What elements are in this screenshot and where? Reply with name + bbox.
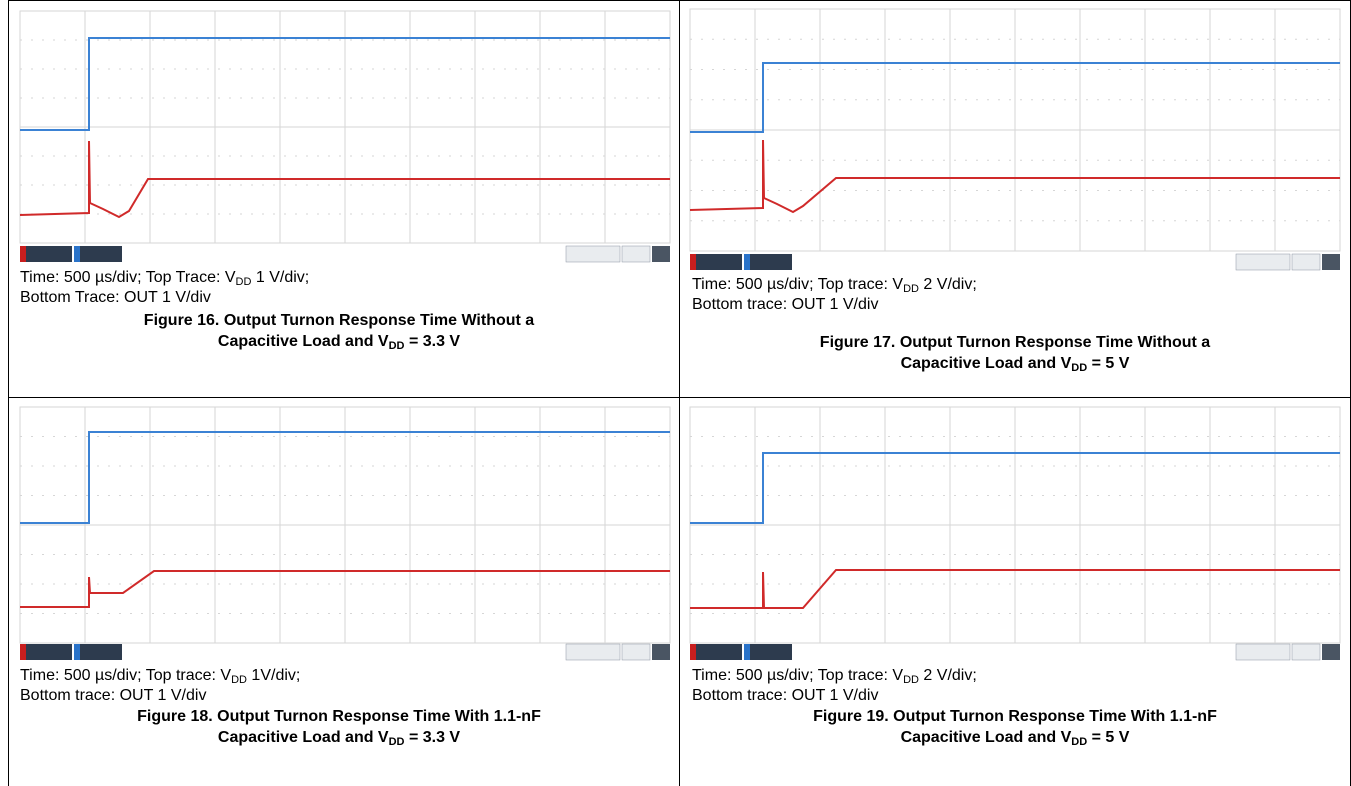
oscilloscope-capture xyxy=(688,405,1342,665)
trigger-readout xyxy=(621,643,651,661)
panel-figure-19: Time: 500 µs/div; Top trace: VDD 2 V/div… xyxy=(680,398,1350,786)
bottom-trace-out xyxy=(20,570,670,608)
channel-2-marker xyxy=(744,254,750,270)
timebase-readout xyxy=(1235,643,1291,661)
panel-figure-17: Time: 500 µs/div; Top trace: VDD 2 V/div… xyxy=(680,1,1350,397)
channel-1-readout xyxy=(26,246,72,262)
border-left xyxy=(8,0,9,786)
caption-line-1: Time: 500 µs/div; Top trace: VDD 2 V/div… xyxy=(692,667,977,686)
panel-figure-18: Time: 500 µs/div; Top trace: VDD 1V/div;… xyxy=(9,398,679,786)
figure-title: Figure 18. Output Turnon Response Time W… xyxy=(137,708,541,748)
channel-2-readout xyxy=(80,246,122,262)
channel-2-marker xyxy=(74,644,80,660)
figure-title: Figure 19. Output Turnon Response Time W… xyxy=(813,708,1217,748)
acquisition-readout xyxy=(652,246,670,262)
channel-1-marker xyxy=(690,644,696,660)
caption-line-2: Bottom Trace: OUT 1 V/div xyxy=(20,289,211,306)
figure-title: Figure 17. Output Turnon Response Time W… xyxy=(819,334,1211,374)
bottom-trace-out xyxy=(689,139,1340,214)
timebase-readout xyxy=(1235,253,1291,271)
trigger-readout xyxy=(1291,253,1321,271)
top-trace-vdd xyxy=(20,431,670,524)
channel-2-readout xyxy=(750,254,792,270)
channel-1-marker xyxy=(690,254,696,270)
oscilloscope-capture xyxy=(18,405,672,665)
border-row-divider xyxy=(8,397,1351,398)
figure-title: Figure 16. Output Turnon Response Time W… xyxy=(143,312,535,352)
acquisition-readout xyxy=(1322,644,1340,660)
channel-1-readout xyxy=(26,644,72,660)
channel-1-readout xyxy=(696,254,742,270)
channel-1-marker xyxy=(20,644,26,660)
caption-line-2: Bottom trace: OUT 1 V/div xyxy=(692,687,879,704)
channel-2-readout xyxy=(750,644,792,660)
top-trace-vdd xyxy=(690,62,1340,133)
bottom-trace-out xyxy=(690,569,1340,609)
caption-line-1: Time: 500 µs/div; Top trace: VDD 2 V/div… xyxy=(692,276,977,295)
channel-1-marker xyxy=(20,246,26,262)
caption-line-1: Time: 500 µs/div; Top trace: VDD 1V/div; xyxy=(20,667,301,686)
caption-line-2: Bottom trace: OUT 1 V/div xyxy=(692,296,879,313)
caption-line-2: Bottom trace: OUT 1 V/div xyxy=(20,687,207,704)
acquisition-readout xyxy=(1322,254,1340,270)
acquisition-readout xyxy=(652,644,670,660)
channel-2-marker xyxy=(74,246,80,262)
oscilloscope-capture xyxy=(688,7,1342,275)
panel-figure-16: Time: 500 µs/div; Top Trace: VDD 1 V/div… xyxy=(9,1,679,397)
bottom-trace-out xyxy=(19,140,670,219)
channel-1-readout xyxy=(696,644,742,660)
border-top xyxy=(8,0,1351,1)
oscilloscope-capture xyxy=(18,9,672,267)
top-trace-vdd xyxy=(20,37,670,131)
trigger-readout xyxy=(621,245,651,263)
channel-2-readout xyxy=(80,644,122,660)
trigger-readout xyxy=(1291,643,1321,661)
channel-2-marker xyxy=(744,644,750,660)
timebase-readout xyxy=(565,643,621,661)
top-trace-vdd xyxy=(690,452,1340,524)
timebase-readout xyxy=(565,245,621,263)
border-middle xyxy=(679,0,680,786)
caption-line-1: Time: 500 µs/div; Top Trace: VDD 1 V/div… xyxy=(20,269,310,288)
